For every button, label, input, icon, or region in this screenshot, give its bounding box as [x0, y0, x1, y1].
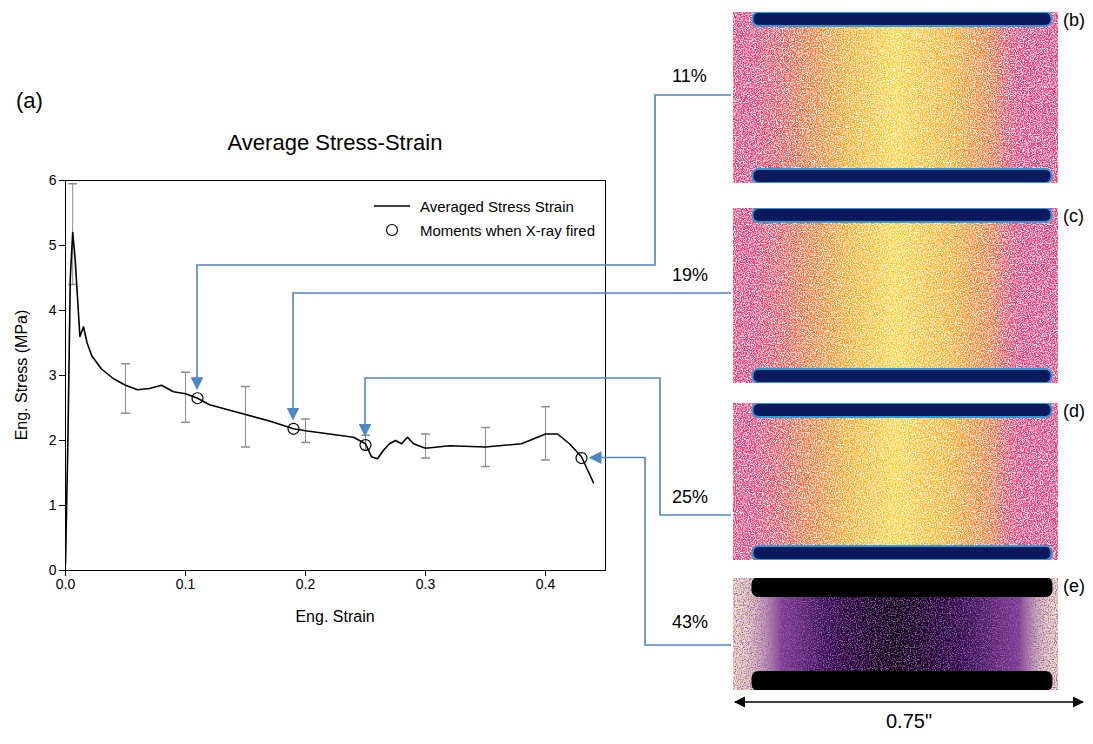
- html-text:(e): (e): [1063, 576, 1085, 596]
- svg-text:0.0: 0.0: [56, 576, 76, 592]
- svg-text:5: 5: [49, 237, 57, 253]
- html-text:Averaged Stress Strain: Averaged Stress Strain: [419, 197, 574, 215]
- svg-text:0.1: 0.1: [176, 576, 196, 592]
- svg-text:0.3: 0.3: [416, 576, 436, 592]
- html-text:(c): (c): [1063, 206, 1084, 226]
- svg-text:3: 3: [49, 367, 57, 383]
- svg-text:1: 1: [49, 497, 57, 513]
- svg-text:0: 0: [48, 562, 57, 578]
- html-text:43%: 43%: [672, 612, 708, 632]
- svg-text:0.2: 0.2: [296, 576, 316, 592]
- html-text:11%: 11%: [672, 66, 707, 86]
- html-text:Eng. Strain: Eng. Strain: [295, 608, 375, 625]
- svg-text:4: 4: [49, 302, 57, 318]
- html-text:Average Stress-Strain: Average Stress-Strain: [227, 130, 443, 155]
- svg-text:0.4: 0.4: [536, 576, 556, 592]
- html-text:(b): (b): [1063, 10, 1085, 30]
- html-text:Eng. Stress (MPa): Eng. Stress (MPa): [13, 309, 30, 441]
- html-text:19%: 19%: [672, 265, 708, 285]
- svg-text:6: 6: [49, 172, 57, 188]
- svg-text:2: 2: [49, 432, 57, 448]
- html-text:0.75": 0.75": [886, 710, 932, 732]
- html-text:Moments when X-ray fired: Moments when X-ray fired: [419, 221, 595, 239]
- html-text:(a): (a): [16, 88, 43, 113]
- html-text:25%: 25%: [672, 487, 708, 507]
- html-text:(d): (d): [1063, 401, 1085, 421]
